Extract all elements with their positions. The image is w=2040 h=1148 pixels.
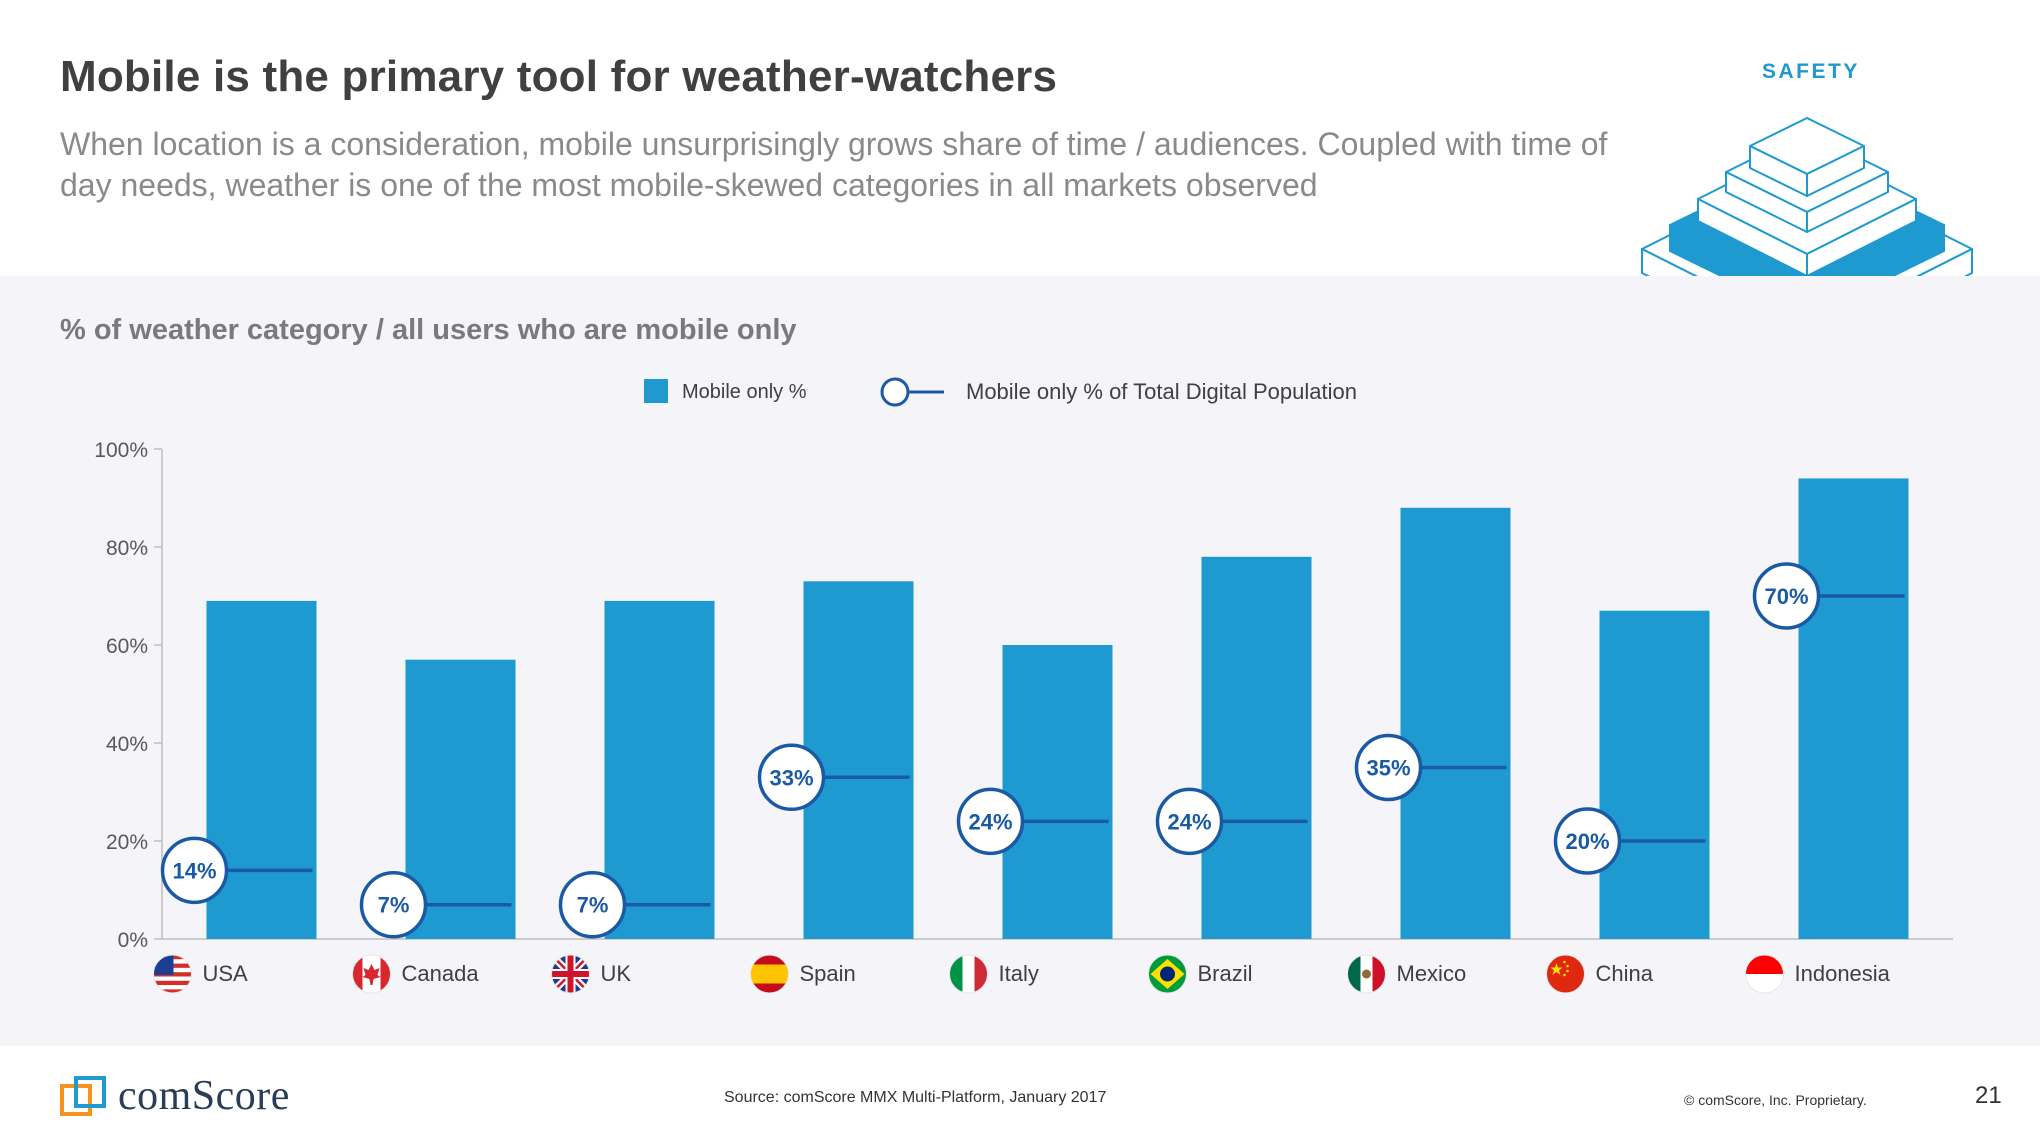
- y-tick-label: 60%: [106, 635, 148, 658]
- y-tick-label: 0%: [118, 929, 148, 952]
- marker-circle-spain: [757, 743, 826, 812]
- us-flag-icon: [153, 954, 192, 994]
- italy-flag-icon: [949, 954, 988, 994]
- x-tick-label-usa: USA: [203, 961, 249, 986]
- canada-flag-icon: [352, 954, 391, 994]
- data-label-canada: 7%: [378, 893, 410, 918]
- bar-uk: [604, 600, 715, 939]
- legend-bar-swatch: [644, 379, 668, 403]
- data-label-brazil: 24%: [1167, 809, 1211, 834]
- marker-circle-brazil: [1155, 787, 1224, 856]
- bar-indonesia: [1798, 478, 1909, 939]
- page-title: Mobile is the primary tool for weather-w…: [60, 52, 1058, 101]
- page-subtitle: When location is a consideration, mobile…: [60, 126, 1608, 203]
- data-label-china: 20%: [1565, 829, 1609, 854]
- mexico-flag-icon: [1347, 954, 1386, 994]
- x-tick-label-spain: Spain: [800, 961, 856, 986]
- bar-brazil: [1201, 556, 1312, 939]
- marker-circle-italy: [956, 787, 1025, 856]
- chart-legend: Mobile only % Mobile only % of Total Dig…: [644, 377, 1357, 407]
- legend-marker-swatch: [880, 377, 910, 407]
- data-label-indonesia: 70%: [1764, 584, 1808, 609]
- data-label-italy: 24%: [968, 809, 1012, 834]
- marker-circle-usa: [160, 836, 229, 905]
- x-tick-label-italy: Italy: [999, 961, 1039, 986]
- section-label: SAFETY: [1762, 60, 1860, 83]
- data-label-uk: 7%: [577, 893, 609, 918]
- y-tick-label: 100%: [94, 439, 148, 462]
- marker-circle-indonesia: [1752, 562, 1821, 630]
- uk-flag-icon: [551, 954, 590, 994]
- source-note: Source: comScore MMX Multi-Platform, Jan…: [724, 1089, 1107, 1106]
- spain-flag-icon: [750, 954, 789, 994]
- marker-circle-canada: [359, 870, 428, 939]
- x-tick-label-indonesia: Indonesia: [1795, 961, 1891, 986]
- comscore-logo: comScore: [60, 1072, 290, 1120]
- marker-circle-china: [1553, 807, 1622, 875]
- bar-mexico: [1400, 507, 1511, 939]
- china-flag-icon: [1546, 954, 1585, 994]
- x-tick-label-uk: UK: [601, 961, 632, 986]
- x-tick-label-brazil: Brazil: [1198, 961, 1253, 986]
- indonesia-flag-icon: [1745, 954, 1784, 994]
- bar-italy: [1002, 645, 1113, 939]
- comscore-logo-icon: [60, 1076, 106, 1116]
- bar-chart: Mobile only % Mobile only % of Total Dig…: [94, 377, 1953, 994]
- bar-china: [1599, 610, 1710, 939]
- y-tick-label: 20%: [106, 831, 148, 854]
- brazil-flag-icon: [1148, 954, 1187, 994]
- bar-spain: [803, 581, 914, 939]
- data-label-spain: 33%: [769, 765, 813, 790]
- data-label-mexico: 35%: [1366, 756, 1410, 781]
- data-label-usa: 14%: [172, 858, 216, 883]
- comscore-logo-text: comScore: [118, 1073, 290, 1119]
- copyright-note: © comScore, Inc. Proprietary.: [1684, 1092, 1867, 1108]
- x-tick-label-canada: Canada: [402, 961, 480, 986]
- x-tick-label-china: China: [1596, 961, 1654, 986]
- chart-title: % of weather category / all users who ar…: [60, 314, 797, 346]
- marker-circle-mexico: [1354, 733, 1423, 802]
- y-tick-label: 80%: [106, 537, 148, 560]
- y-tick-label: 40%: [106, 733, 148, 756]
- marker-circle-uk: [558, 870, 627, 939]
- page-number: 21: [1975, 1082, 2002, 1109]
- legend-bar-label: Mobile only %: [682, 381, 807, 403]
- legend-line-label: Mobile only % of Total Digital Populatio…: [966, 379, 1357, 404]
- x-tick-label-mexico: Mexico: [1397, 961, 1467, 986]
